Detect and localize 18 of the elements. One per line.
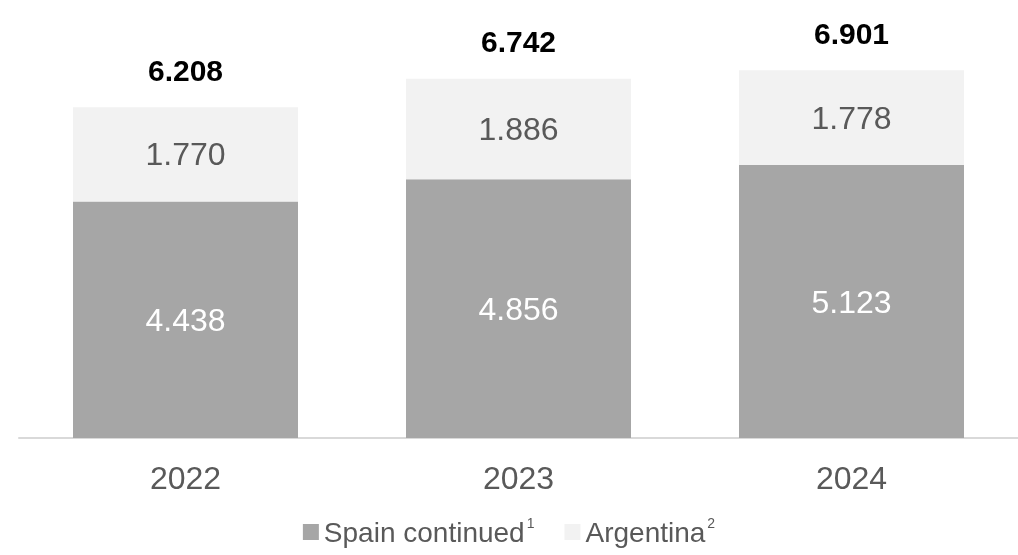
x-tick-label: 2024 bbox=[815, 460, 888, 496]
data-label: 1.770 bbox=[145, 136, 226, 173]
bar bbox=[73, 107, 298, 202]
bar bbox=[406, 78, 631, 180]
x-tick-label: 2023 bbox=[482, 460, 555, 496]
total-label: 6.901 bbox=[813, 16, 890, 50]
data-label: 1.886 bbox=[478, 111, 559, 147]
total-label: 6.742 bbox=[480, 25, 557, 59]
bar bbox=[73, 201, 298, 438]
total-label: 6.208 bbox=[147, 53, 224, 87]
bar bbox=[406, 179, 631, 438]
data-label: 5.123 bbox=[811, 283, 892, 320]
data-label: 1.778 bbox=[811, 99, 892, 136]
data-label: 4.438 bbox=[145, 301, 226, 338]
data-label: 4.856 bbox=[478, 290, 559, 327]
bar bbox=[739, 70, 964, 166]
x-tick-label: 2022 bbox=[149, 460, 222, 496]
bar bbox=[739, 165, 964, 438]
